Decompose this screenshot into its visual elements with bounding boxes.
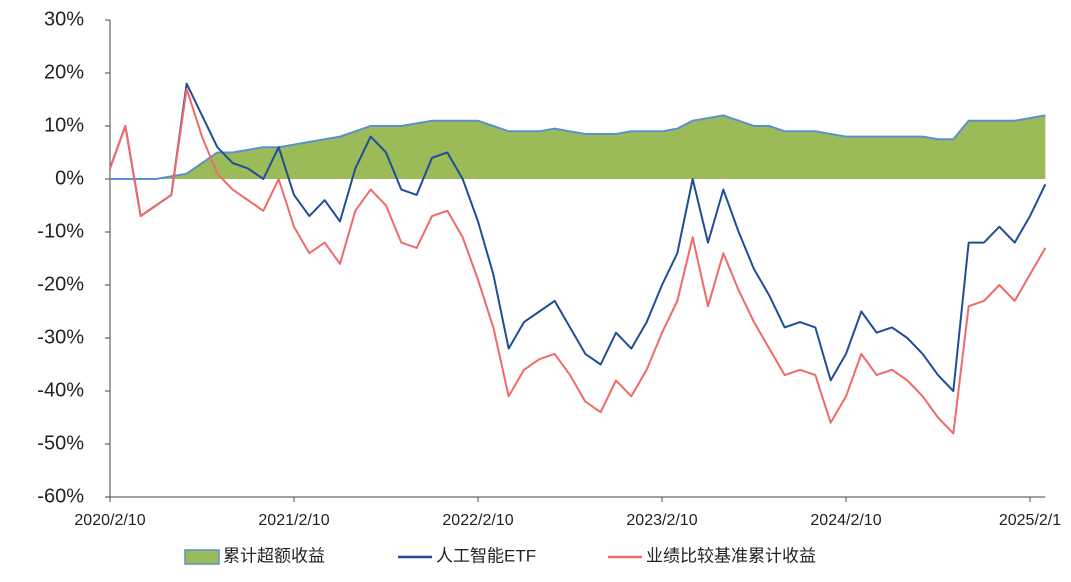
y-tick-label: -60% — [37, 485, 84, 507]
line — [109, 87, 1047, 435]
line — [109, 82, 1047, 392]
legend-swatch — [184, 549, 220, 565]
x-tick-label: 2024/2/10 — [810, 512, 881, 529]
x-tick-label: 2021/2/10 — [258, 512, 329, 529]
area-edge — [110, 114, 1046, 180]
x-tick-label: 2022/2/10 — [442, 512, 513, 529]
y-tick-label: 20% — [44, 61, 84, 83]
x-tick-label: 2020/2/10 — [74, 512, 145, 529]
y-tick-label: 30% — [44, 8, 84, 30]
legend-label: 人工智能ETF — [436, 546, 536, 565]
y-tick-label: -10% — [37, 220, 84, 242]
x-tick-label: 2023/2/10 — [626, 512, 697, 529]
y-tick-label: -30% — [37, 326, 84, 348]
y-tick-label: -20% — [37, 273, 84, 295]
legend-label: 累计超额收益 — [223, 546, 325, 565]
legend-label: 业绩比较基准累计收益 — [646, 546, 816, 565]
y-tick-label: 0% — [55, 167, 84, 189]
y-tick-label: -50% — [37, 432, 84, 454]
x-tick-label: 2025/2/1 — [999, 512, 1061, 529]
y-tick-label: -40% — [37, 379, 84, 401]
y-tick-label: 10% — [44, 114, 84, 136]
